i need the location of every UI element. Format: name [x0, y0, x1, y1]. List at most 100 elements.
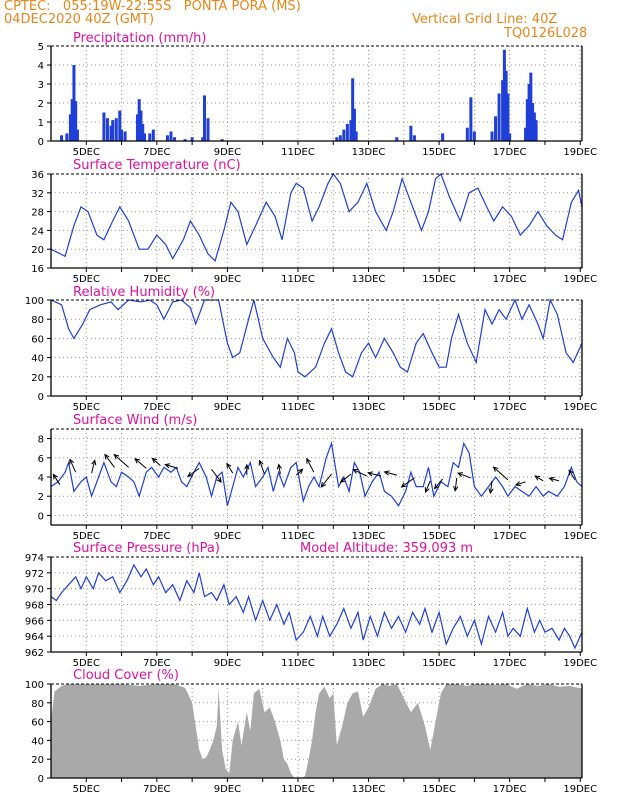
precipitation-bar — [409, 125, 413, 141]
surface-wind-arrow — [187, 467, 200, 477]
relative-humidity-title: Relative Humidity (%) — [73, 285, 215, 300]
precipitation-bar — [531, 103, 535, 141]
surface-wind-arrow — [549, 477, 560, 482]
surface-temperature-title: Surface Temperature (nC) — [73, 158, 241, 173]
surface-wind-xtick-label: 5DEC — [73, 531, 100, 542]
precipitation-bar — [201, 137, 205, 141]
cloud-cover-ytick-label: 20 — [31, 755, 44, 766]
surface-wind-arrow — [454, 477, 458, 491]
surface-pressure-title: Surface Pressure (hPa) — [73, 541, 220, 556]
precipitation-bar — [183, 139, 187, 141]
surface-wind-arrow — [113, 454, 129, 468]
surface-wind-ytick-label: 2 — [38, 492, 44, 503]
precipitation-bar — [527, 84, 531, 141]
surface-temperature-line — [50, 172, 583, 263]
surface-pressure-line — [50, 563, 583, 650]
precipitation-bar — [190, 137, 194, 141]
surface-wind-arrow — [134, 458, 147, 469]
surface-temperature-ytick-label: 36 — [31, 170, 44, 181]
precipitation-xtick-label: 15DEC — [422, 147, 456, 158]
surface-wind-arrowhead — [453, 485, 459, 492]
precipitation-bar — [65, 133, 69, 141]
precipitation-bar — [220, 139, 224, 141]
precipitation-bar — [141, 123, 145, 141]
surface-wind-ytick-label: 4 — [38, 473, 44, 484]
precipitation-bar — [508, 133, 512, 141]
surface-wind-arrowhead — [568, 469, 574, 476]
surface-wind-arrow — [259, 460, 265, 475]
precipitation-bar — [70, 99, 74, 141]
precipitation-bar — [506, 93, 510, 141]
cloud-cover-ytick-label: 60 — [31, 718, 44, 729]
surface-pressure-ytick-label: 968 — [25, 601, 44, 612]
precipitation-bar — [490, 131, 494, 141]
precipitation-bar — [120, 129, 124, 141]
precipitation-bar — [351, 78, 355, 141]
relative-humidity-line — [50, 298, 583, 378]
relative-humidity-xtick-label: 5DEC — [73, 402, 100, 413]
relative-humidity-xtick-label: 19DEC — [563, 402, 597, 413]
precipitation-bar — [139, 110, 143, 141]
precipitation-bar — [68, 114, 72, 141]
surface-wind-arrowhead — [306, 457, 312, 464]
surface-wind-arrowhead — [320, 481, 326, 488]
precipitation-xtick-label: 19DEC — [563, 147, 597, 158]
surface-wind-arrow — [340, 473, 352, 483]
surface-wind-ytick-label: 0 — [38, 511, 44, 522]
surface-wind-arrowhead — [91, 459, 97, 466]
precipitation-bar — [524, 127, 528, 141]
surface-wind-arrowhead — [104, 453, 110, 460]
relative-humidity-xtick-label: 7DEC — [143, 402, 170, 413]
precipitation-bar — [74, 101, 78, 141]
surface-pressure-xtick-label: 5DEC — [73, 658, 100, 669]
surface-wind-arrowhead — [276, 463, 283, 470]
precipitation-title: Precipitation (mm/h) — [73, 31, 206, 46]
surface-wind-arrowhead — [187, 471, 193, 478]
surface-wind-arrowhead — [151, 457, 158, 464]
surface-wind-arrowhead — [69, 458, 75, 465]
precipitation-bar — [338, 135, 342, 141]
surface-pressure-xtick-label: 15DEC — [422, 658, 456, 669]
precipitation-bar — [345, 123, 349, 141]
cloud-cover-xtick-label: 11DEC — [281, 784, 315, 795]
surface-wind-arrow — [489, 480, 493, 494]
precipitation-bar — [525, 99, 529, 141]
surface-pressure-ytick-label: 962 — [25, 648, 44, 659]
precipitation-bar — [529, 72, 533, 141]
surface-pressure-xtick-label: 7DEC — [143, 658, 170, 669]
surface-wind-arrow — [165, 464, 179, 469]
surface-temperature-xtick-label: 17DEC — [493, 274, 527, 285]
surface-wind-arrowhead — [456, 472, 464, 478]
surface-wind-ytick-label: 6 — [38, 454, 44, 465]
cloud-cover-ytick-label: 0 — [38, 774, 44, 785]
surface-wind-title: Surface Wind (m/s) — [73, 413, 197, 428]
surface-temperature-ytick-label: 32 — [31, 189, 44, 200]
surface-temperature-ytick-label: 20 — [31, 245, 44, 256]
surface-wind-arrowhead — [258, 459, 264, 466]
precipitation-ytick-label: 1 — [38, 118, 44, 129]
precipitation-bar — [395, 137, 399, 141]
precipitation-bar — [412, 135, 416, 141]
surface-temperature-ytick-label: 16 — [31, 264, 44, 275]
surface-wind-arrow — [515, 481, 526, 486]
surface-wind-xtick-label: 19DEC — [563, 531, 597, 542]
relative-humidity-ytick-label: 100 — [25, 296, 44, 307]
surface-wind-arrowhead — [433, 483, 440, 490]
cloud-cover-title: Cloud Cover (%) — [73, 668, 179, 683]
surface-pressure-xtick-label: 11DEC — [281, 658, 315, 669]
surface-wind-arrowhead — [52, 473, 58, 480]
precipitation-bar — [502, 49, 506, 141]
surface-pressure-ytick-label: 964 — [25, 632, 44, 643]
surface-wind-arrowhead — [514, 481, 521, 487]
precipitation-xtick-label: 13DEC — [352, 147, 386, 158]
precipitation-bar — [335, 137, 339, 141]
surface-temperature-xtick-label: 7DEC — [143, 274, 170, 285]
precipitation-bar — [135, 114, 139, 141]
surface-wind-arrowhead — [244, 463, 250, 470]
surface-wind-arrow — [434, 478, 444, 489]
precipitation-bar — [142, 133, 146, 141]
precipitation-ytick-label: 0 — [38, 137, 44, 148]
header-grid-note: Vertical Grid Line: 40Z — [412, 12, 558, 27]
surface-pressure-ytick-label: 966 — [25, 616, 44, 627]
precipitation-bar — [354, 131, 358, 141]
